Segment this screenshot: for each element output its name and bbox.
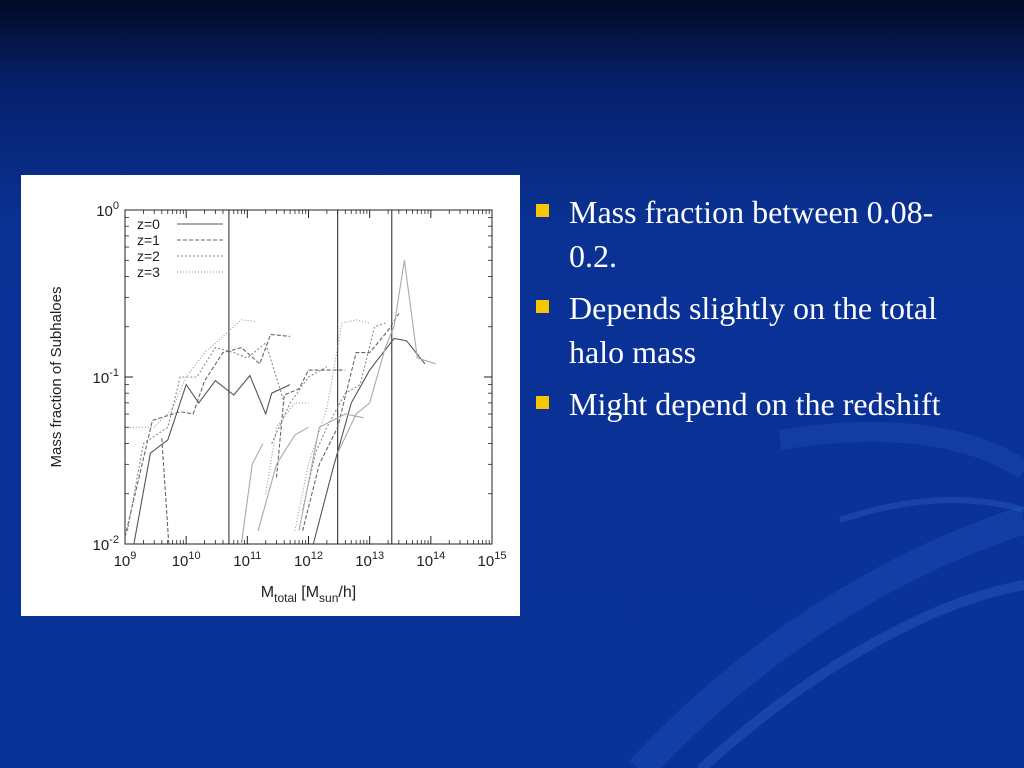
series-line	[240, 443, 264, 544]
series-line	[133, 374, 291, 544]
y-tick-label: 100	[96, 200, 119, 220]
series-line	[312, 337, 426, 544]
bullet-text: Depends slightly on the total halo mass	[569, 290, 937, 370]
series-line	[302, 322, 386, 511]
series-line	[294, 319, 370, 531]
series-line	[257, 426, 309, 531]
series-line	[271, 366, 328, 444]
bullet-item: Depends slightly on the total halo mass	[532, 286, 962, 374]
x-tick-label: 1011	[233, 550, 261, 570]
series-line	[129, 319, 257, 428]
series-line	[265, 402, 309, 494]
series-line	[161, 438, 170, 544]
series-line	[125, 333, 291, 538]
square-bullet-icon	[536, 204, 549, 217]
chart-panel: 109 1010 1011 1012 1013 1014 1015 100 10-1 10-2 Ma…	[21, 175, 520, 616]
bullet-list: Mass fraction between 0.08-0.2. Depends …	[532, 190, 962, 434]
series-line	[275, 369, 346, 478]
legend-label: z=3	[137, 264, 160, 280]
bullet-item: Mass fraction between 0.08-0.2.	[532, 190, 962, 278]
legend-label: z=1	[137, 232, 160, 248]
x-tick-label: 1012	[294, 550, 323, 570]
series-line	[302, 313, 400, 531]
bullet-item: Might depend on the redshift	[532, 382, 962, 426]
series-line	[337, 260, 436, 454]
y-tick-label: 10-1	[93, 367, 119, 387]
square-bullet-icon	[536, 300, 549, 313]
legend-label: z=0	[137, 216, 160, 232]
x-axis-label: Mtotal [Msun/h]	[261, 584, 356, 605]
y-tick-label: 10-2	[93, 534, 119, 554]
y-axis-label: Mass fraction of Subhaloes	[48, 287, 65, 468]
series-line	[298, 413, 364, 531]
x-tick-label: 1015	[478, 550, 507, 570]
bullet-text: Might depend on the redshift	[569, 386, 941, 422]
bullet-text: Mass fraction between 0.08-0.2.	[569, 194, 934, 274]
legend-label: z=2	[137, 248, 160, 264]
x-tick-label: 109	[114, 550, 137, 570]
x-tick-label: 1013	[355, 550, 384, 570]
x-tick-label: 1014	[416, 550, 445, 570]
x-tick-label: 1010	[172, 550, 201, 570]
series-line	[126, 341, 285, 531]
square-bullet-icon	[536, 396, 549, 409]
subhalo-mass-fraction-chart: 109 1010 1011 1012 1013 1014 1015 100 10-1 10-2 Ma…	[48, 200, 507, 605]
